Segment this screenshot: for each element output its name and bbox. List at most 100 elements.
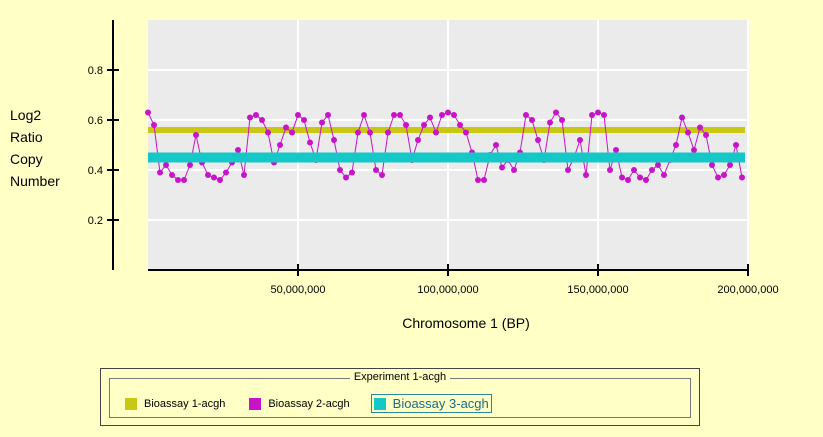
data-point <box>475 177 481 183</box>
data-point <box>421 122 427 128</box>
legend-item[interactable]: Bioassay 2-acgh <box>246 396 352 412</box>
x-tick-label: 100,000,000 <box>417 284 478 296</box>
data-point <box>385 129 391 136</box>
data-point <box>151 122 157 128</box>
data-point <box>451 112 457 118</box>
data-point <box>499 164 505 171</box>
data-point <box>349 169 355 176</box>
data-point <box>637 174 643 181</box>
data-point <box>217 177 223 183</box>
data-point <box>673 142 679 148</box>
data-point <box>373 167 379 173</box>
data-point <box>715 174 721 181</box>
data-point <box>589 112 595 118</box>
data-point <box>241 172 247 178</box>
data-point <box>733 142 739 148</box>
data-point <box>259 117 265 123</box>
data-point <box>559 117 565 123</box>
data-point <box>709 162 715 168</box>
data-point <box>169 172 175 178</box>
data-point <box>595 109 601 116</box>
data-point <box>163 162 169 168</box>
legend-item[interactable]: Bioassay 1-acgh <box>122 396 228 412</box>
data-point <box>565 167 571 173</box>
y-axis-label: Log2 Ratio Copy Number <box>10 107 60 189</box>
legend-swatch <box>249 397 262 410</box>
data-point <box>721 172 727 178</box>
data-point <box>433 129 439 136</box>
data-point <box>187 162 193 168</box>
legend-label: Bioassay 2-acgh <box>268 397 350 410</box>
legend-items: Bioassay 1-acgh Bioassay 2-acgh Bioassay 3… <box>122 394 492 413</box>
data-point <box>277 142 283 148</box>
data-point <box>355 129 361 136</box>
data-point <box>607 167 613 173</box>
data-point <box>727 162 733 168</box>
x-tick-label: 200,000,000 <box>717 284 778 296</box>
data-point <box>367 129 373 136</box>
data-point <box>661 172 667 178</box>
x-tick-label: 150,000,000 <box>567 284 628 296</box>
data-point <box>613 147 619 153</box>
data-point <box>553 109 559 116</box>
data-point <box>445 109 451 116</box>
data-point <box>583 172 589 178</box>
data-point <box>295 112 301 118</box>
data-point <box>265 129 271 136</box>
data-point <box>319 119 325 126</box>
data-point <box>427 114 433 121</box>
data-point <box>523 112 529 118</box>
data-point <box>493 142 499 148</box>
data-point <box>235 147 241 153</box>
x-axis-label: Chromosome 1 (BP) <box>402 315 530 331</box>
data-point <box>691 147 697 153</box>
data-point <box>481 177 487 183</box>
data-point <box>631 167 637 173</box>
data-point <box>577 137 583 143</box>
y-tick-label: 0.8 <box>88 65 103 77</box>
legend: Experiment 1-acgh Bioassay 1-acgh Bioassa… <box>100 368 700 426</box>
data-point <box>457 122 463 128</box>
data-point <box>625 177 631 183</box>
data-point <box>511 167 517 173</box>
chart: Chromosome 1 (BP) 0.2 0.4 0.6 0.8 50,000,000… <box>88 20 779 331</box>
data-point <box>601 112 607 118</box>
data-point <box>211 174 217 181</box>
data-point <box>619 174 625 181</box>
data-point <box>655 162 661 168</box>
data-point <box>697 124 703 131</box>
data-point <box>403 122 409 128</box>
legend-swatch <box>125 397 137 410</box>
legend-label: Bioassay 3-acgh <box>392 396 489 411</box>
data-point <box>379 172 385 178</box>
data-point <box>547 119 553 126</box>
data-point <box>331 137 337 143</box>
legend-swatch <box>373 397 386 410</box>
data-point <box>301 117 307 123</box>
data-point <box>337 167 343 173</box>
data-point <box>679 114 685 121</box>
legend-box: Experiment 1-acgh Bioassay 1-acgh Bioassa… <box>109 371 691 418</box>
data-point <box>529 117 535 123</box>
data-point <box>439 112 445 118</box>
data-point <box>307 139 313 146</box>
data-point <box>703 132 709 138</box>
data-point <box>643 177 649 183</box>
data-point <box>289 129 295 136</box>
data-point <box>649 167 655 173</box>
data-point <box>175 177 181 183</box>
legend-label: Bioassay 1-acgh <box>144 397 226 410</box>
legend-item[interactable]: Bioassay 3-acgh <box>370 394 492 413</box>
data-point <box>361 112 367 118</box>
data-point <box>325 112 331 118</box>
data-point <box>739 174 745 181</box>
y-tick-label: 0.4 <box>88 165 103 177</box>
data-point <box>157 169 163 176</box>
data-point <box>181 177 187 183</box>
data-point <box>685 129 691 136</box>
data-point <box>223 169 229 176</box>
data-point <box>253 112 259 118</box>
data-point <box>145 109 151 116</box>
data-point <box>205 172 211 178</box>
